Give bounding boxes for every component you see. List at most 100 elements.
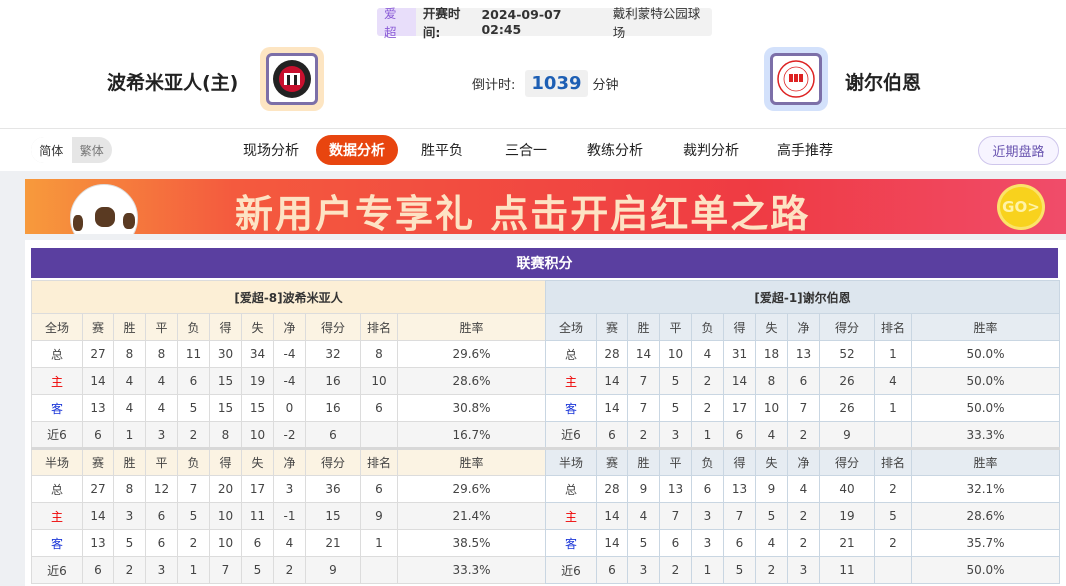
cell: 14	[82, 502, 114, 530]
row-label: 主	[545, 502, 597, 530]
cell: 16	[305, 394, 361, 422]
cell: 30	[209, 340, 242, 368]
cell: 40	[819, 475, 875, 503]
lang-traditional[interactable]: 繁体	[79, 143, 104, 158]
cell: 3	[627, 556, 660, 584]
cell: 14	[82, 367, 114, 395]
soccer-ball-icon	[70, 184, 138, 234]
column-header: 胜率	[910, 447, 1061, 476]
column-header: 胜	[627, 313, 660, 341]
team-header: [爱超-8]波希米亚人	[31, 280, 546, 314]
table-row: 主 14 4 4 6 15 19 -4 16 10 28.6%	[31, 367, 546, 395]
league-badge[interactable]: 爱超	[377, 6, 416, 40]
away-team-name[interactable]: 谢尔伯恩	[845, 72, 922, 94]
cell: 0	[273, 394, 306, 422]
cell: 19	[819, 502, 875, 530]
cell: 2	[787, 421, 820, 449]
cell: 30.8%	[397, 394, 546, 422]
tab-data-analysis[interactable]: 数据分析	[316, 135, 398, 165]
half-header-row: 半场赛胜平负得失净得分 排名 胜率	[545, 447, 1061, 476]
cell: 6	[82, 421, 114, 449]
full-header-row: 全场赛胜平负得失净得分 排名 胜率	[31, 313, 546, 341]
cell: 6	[82, 556, 114, 584]
column-header: 全场	[31, 313, 83, 341]
cell: 6	[723, 421, 756, 449]
tab-expert-picks[interactable]: 高手推荐	[777, 143, 833, 159]
cell: 7	[177, 475, 210, 503]
half-header-row: 半场赛胜平负得失净得分 排名 胜率	[31, 447, 546, 476]
cell: 10	[241, 421, 274, 449]
column-header: 排名	[874, 447, 912, 476]
column-header: 胜	[113, 313, 146, 341]
row-label: 客	[31, 529, 83, 557]
cell: 13	[659, 475, 692, 503]
column-header: 失	[755, 447, 788, 476]
cell: 4	[627, 502, 660, 530]
match-info-bar: 爱超 开赛时间: 2024-09-07 02:45 戴利蒙特公园球场	[377, 6, 712, 40]
column-header: 平	[659, 313, 692, 341]
recent-odds-button[interactable]: 近期盘路	[978, 136, 1059, 165]
cell: 17	[723, 394, 756, 422]
bohemians-crest-icon	[273, 60, 311, 98]
language-toggle[interactable]: 简体 繁体	[31, 137, 112, 163]
away-team-logo[interactable]	[764, 47, 828, 111]
tab-win-draw-lose[interactable]: 胜平负	[421, 143, 463, 159]
column-header: 半场	[545, 447, 597, 476]
cell: 15	[305, 502, 361, 530]
cell: 20	[209, 475, 242, 503]
cell: 13	[723, 475, 756, 503]
cell: 7	[659, 502, 692, 530]
column-header: 得分	[819, 313, 875, 341]
column-header: 失	[755, 313, 788, 341]
cell: 33.3%	[910, 421, 1061, 449]
cell: 1	[177, 556, 210, 584]
go-button[interactable]: GO>	[997, 184, 1045, 230]
cell: 14	[723, 367, 756, 395]
cell: 3	[787, 556, 820, 584]
table-row: 主 14 4 7 3 7 5 2 19 5 28.6%	[545, 502, 1061, 530]
column-header: 净	[787, 447, 820, 476]
cell: 9	[627, 475, 660, 503]
home-team-logo[interactable]	[260, 47, 324, 111]
cell: -1	[273, 502, 306, 530]
standings-title: 联赛积分	[31, 248, 1058, 278]
home-team-name[interactable]: 波希米亚人(主)	[107, 72, 239, 94]
table-row: 主 14 3 6 5 10 11 -1 15 9 21.4%	[31, 502, 546, 530]
cell: 12	[145, 475, 178, 503]
venue: 戴利蒙特公园球场	[612, 6, 701, 40]
tab-live-analysis[interactable]: 现场分析	[243, 143, 299, 159]
column-header: 负	[177, 447, 210, 476]
team-header: [爱超-1]谢尔伯恩	[544, 280, 1061, 314]
cell: 32.1%	[910, 475, 1061, 503]
tab-referee-analysis[interactable]: 裁判分析	[683, 143, 739, 159]
tab-three-in-one[interactable]: 三合一	[505, 143, 547, 159]
cell: 9	[755, 475, 788, 503]
cell: 50.0%	[910, 394, 1061, 422]
cell: 10	[659, 340, 692, 368]
cell: 28	[596, 340, 628, 368]
column-header: 赛	[596, 313, 628, 341]
lang-simplified[interactable]: 简体	[31, 137, 72, 163]
cell: 4	[273, 529, 306, 557]
cell: 6	[691, 475, 724, 503]
cell: 6	[177, 367, 210, 395]
banner-text: 新用户专享礼 点击开启红单之路	[235, 192, 811, 234]
column-header: 全场	[545, 313, 597, 341]
column-header: 半场	[31, 447, 83, 476]
cell: 17	[241, 475, 274, 503]
cell: 9	[360, 502, 398, 530]
promo-banner[interactable]: 新用户专享礼 点击开启红单之路 GO>	[25, 179, 1066, 234]
cell: 4	[145, 367, 178, 395]
cell: 31	[723, 340, 756, 368]
column-header: 净	[273, 447, 306, 476]
cell: 3	[659, 421, 692, 449]
analysis-tabs: 现场分析 数据分析 胜平负 三合一 教练分析 裁判分析 高手推荐	[232, 135, 850, 165]
table-row: 近6 6 3 2 1 5 2 3 11 50.0%	[545, 556, 1061, 584]
cell: 18	[755, 340, 788, 368]
cell: 15	[241, 394, 274, 422]
tab-coach-analysis[interactable]: 教练分析	[587, 143, 643, 159]
cell: 19	[241, 367, 274, 395]
cell: 11	[819, 556, 875, 584]
cell: 4	[787, 475, 820, 503]
cell: 14	[596, 367, 628, 395]
